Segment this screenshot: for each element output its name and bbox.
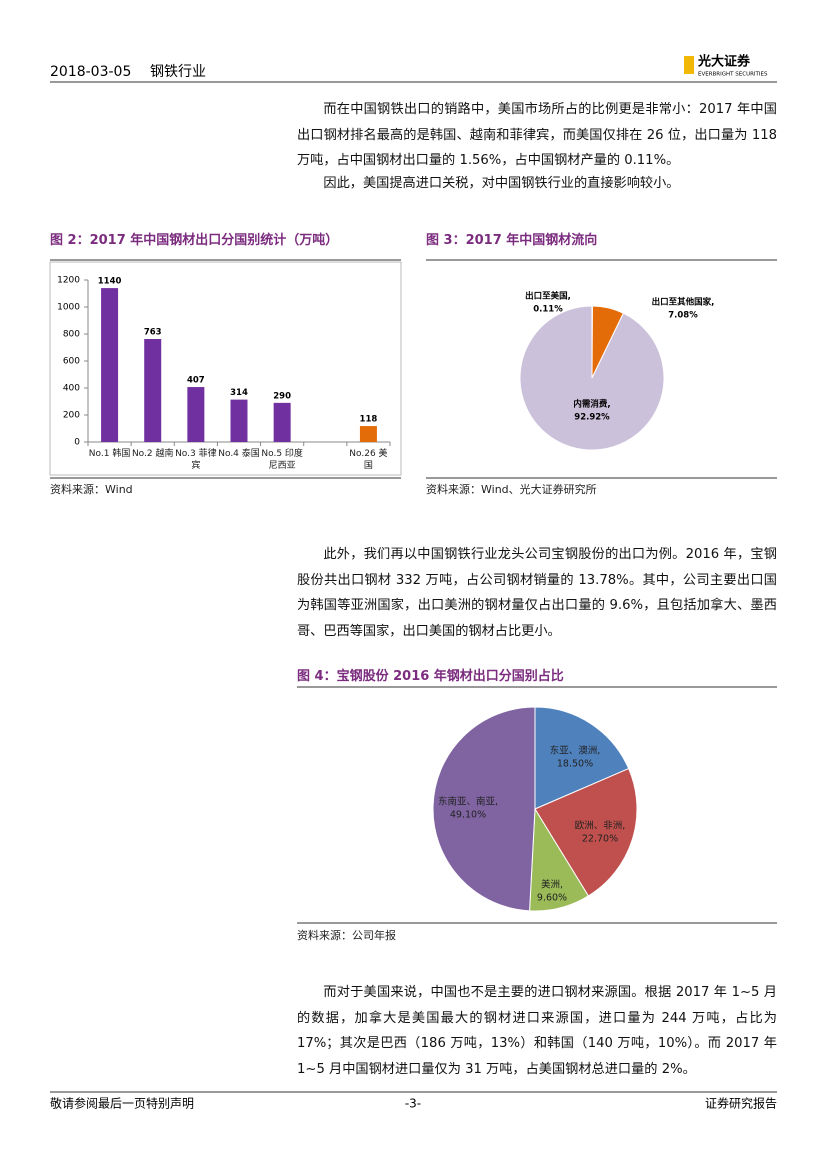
value-label: 407 <box>187 376 205 386</box>
pie-slice <box>534 706 630 810</box>
y-tick-label: 800 <box>63 330 80 340</box>
y-tick-label: 600 <box>63 357 80 367</box>
pie-slice <box>519 305 665 451</box>
paragraph: 因此，美国提高进口关税，对中国钢铁行业的直接影响较小。 <box>323 176 680 191</box>
section: 钢铁行业 <box>150 64 206 80</box>
figure-title: 图 4：宝钢股份 2016 年钢材出口分国别占比 <box>297 669 564 684</box>
logo-icon <box>684 56 694 74</box>
x-tick-label: No.3 菲律宾 <box>175 449 217 471</box>
y-tick-label: 200 <box>63 411 80 421</box>
paragraph: 此外，我们再以中国钢铁行业龙头公司宝钢股份的出口为例。2016 年，宝钢股份共出… <box>297 547 777 639</box>
slice-value: 18.50% <box>557 759 593 770</box>
slice-label: 东南亚、南亚, <box>438 796 498 808</box>
value-label: 1140 <box>98 277 122 287</box>
paragraph: 而在中国钢铁出口的销路中，美国市场所占的比例更是非常小：2017 年中国出口钢材… <box>297 102 777 168</box>
source: 资料来源：Wind <box>50 483 133 496</box>
bar <box>101 288 119 442</box>
y-tick-label: 400 <box>63 384 80 394</box>
bar <box>187 387 205 442</box>
slice-label: 美洲, <box>541 879 563 891</box>
footer-left: 敬请参阅最后一页特别声明 <box>50 1096 194 1111</box>
slice-label: 内需消费, <box>573 399 610 410</box>
value-label: 763 <box>144 327 162 337</box>
y-tick-label: 1200 <box>57 276 80 286</box>
slice-value: 22.70% <box>582 834 618 845</box>
pie-slice <box>432 706 536 912</box>
source: 资料来源：公司年报 <box>297 929 396 942</box>
logo: 光大证券 <box>697 54 751 70</box>
paragraph: 而对于美国来说，中国也不是主要的进口钢材来源国。根据 2017 年 1~5 月的… <box>297 985 777 1077</box>
y-tick-label: 1000 <box>57 303 80 313</box>
x-tick-label: No.2 越南 <box>131 449 174 459</box>
slice-label: 出口至其他国家, <box>652 297 715 308</box>
slice-value: 49.10% <box>450 810 486 821</box>
footer-right: 证券研究报告 <box>705 1096 777 1111</box>
source: 资料来源：Wind、光大证券研究所 <box>426 483 597 496</box>
y-tick-label: 0 <box>74 438 80 448</box>
value-label: 118 <box>360 415 378 425</box>
bar <box>144 338 162 442</box>
slice-label: 东亚、澳洲, <box>550 745 601 757</box>
figure-title: 图 3：2017 年中国钢材流向 <box>426 233 598 248</box>
value-label: 314 <box>230 388 248 398</box>
x-tick-label: No.5 印度尼西亚 <box>261 449 303 471</box>
x-tick-label: No.1 韩国 <box>88 449 131 459</box>
logo-en: EVERBRIGHT SECURITIES <box>698 72 768 78</box>
x-tick-label: No.4 泰国 <box>218 449 260 459</box>
value-label: 290 <box>273 391 291 401</box>
slice-value: 92.92% <box>574 413 610 423</box>
bar <box>359 426 377 442</box>
slice-label: 出口至美国, <box>525 291 571 302</box>
bar <box>273 402 291 442</box>
date: 2018-03-05 <box>50 64 131 80</box>
page-number: -3- <box>405 1097 421 1111</box>
slice-label: 欧洲、非洲, <box>575 820 626 832</box>
pie-slice <box>534 767 638 897</box>
bar <box>230 399 248 442</box>
chart-frame <box>49 261 402 476</box>
slice-value: 7.08% <box>668 311 698 321</box>
x-tick-label: No.26 美国 <box>349 449 388 471</box>
figure-title: 图 2：2017 年中国钢材出口分国别统计（万吨） <box>50 233 339 248</box>
slice-value: 0.11% <box>533 305 563 315</box>
slice-value: 9.60% <box>537 893 567 904</box>
